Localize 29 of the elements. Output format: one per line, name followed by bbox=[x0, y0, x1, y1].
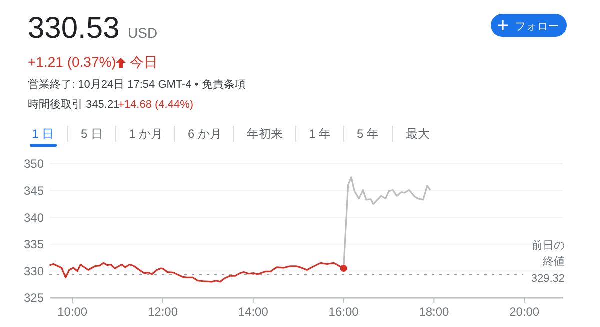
chart-title: 330.53 bbox=[28, 12, 120, 45]
x-tick-label: 18:00 bbox=[419, 305, 450, 319]
y-tick-label: 330 bbox=[24, 264, 44, 278]
x-tick-label: 14:00 bbox=[238, 305, 269, 319]
text: 5 日 bbox=[81, 127, 104, 141]
text: 最大 bbox=[406, 127, 430, 141]
text: 5 年 bbox=[357, 127, 380, 141]
x-tick-label: 10:00 bbox=[58, 305, 88, 319]
text: 年初来 bbox=[247, 127, 283, 141]
text: 1 か月 bbox=[129, 127, 164, 141]
y-tick-label: 325 bbox=[24, 291, 44, 306]
text: 営業終了: 10月24日 17:54 GMT-4 • 免責条項 bbox=[28, 78, 246, 91]
text: 1 日 bbox=[32, 127, 54, 141]
y-tick-label: 335 bbox=[24, 238, 44, 252]
x-tick-label: 20:00 bbox=[510, 305, 540, 319]
y-tick-label: 340 bbox=[24, 210, 44, 225]
text: 今日 bbox=[130, 54, 158, 70]
text: +14.68 (4.44%) bbox=[118, 99, 194, 111]
y-tick-label: 345 bbox=[24, 184, 44, 198]
text: +1.21 (0.37%) bbox=[28, 54, 116, 70]
y-tick-label: 350 bbox=[24, 157, 44, 172]
ref-line-label: 前日の終値 329.32 bbox=[531, 240, 565, 285]
text: 1 年 bbox=[309, 127, 332, 141]
follow-button: フォロー bbox=[491, 14, 567, 37]
text: USD bbox=[128, 25, 158, 41]
x-tick-label: 12:00 bbox=[148, 305, 178, 319]
text: 6 か月 bbox=[188, 127, 222, 141]
text: 時間後取引 345.21 bbox=[28, 98, 120, 111]
x-tick-label: 16:00 bbox=[328, 305, 360, 319]
